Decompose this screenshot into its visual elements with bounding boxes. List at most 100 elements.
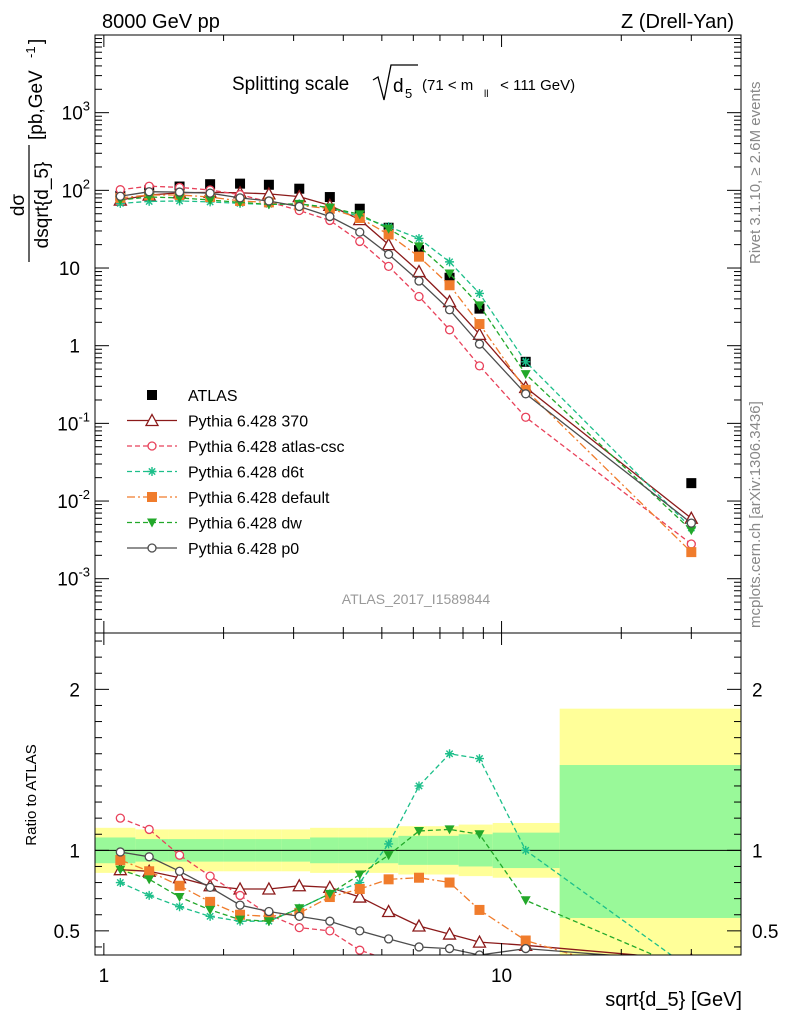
data-point [174,187,185,197]
data-point [235,178,246,189]
data-point [474,288,484,298]
y-tick-label: 103 [62,99,90,125]
data-point [414,233,424,243]
data-point [355,227,365,237]
ratio-series-pythia-6-428-dw [115,825,656,955]
data-point [235,193,245,203]
top-panel-series [113,178,699,558]
ratio-y-tick-label-right: 1 [752,841,763,862]
ratio-point [445,749,455,759]
ratio-point [235,915,246,925]
x-tick-label: 1 [99,966,110,987]
legend-label: Pythia 6.428 atlas-csc [188,439,345,456]
data-point [294,183,305,194]
legend-label: Pythia 6.428 p0 [188,541,299,558]
ratio-point [294,904,305,914]
ratio-y-tick-label: 0.5 [54,922,80,943]
ratio-point [474,904,485,915]
ratio-point [354,870,365,880]
data-point [355,236,365,247]
data-point [472,326,487,340]
data-point [474,339,485,349]
ylabel-units: [pb,GeV [26,70,47,140]
ratio-point [355,945,365,955]
ratio-point [174,893,185,903]
data-point [413,251,424,262]
title-sqrt-arg: d [393,76,404,97]
y-tick-label: 1 [69,337,80,358]
ratio-panel-series [113,749,696,985]
data-point [383,224,394,234]
ratio-point [292,878,307,892]
legend-marker [147,390,157,400]
ratio-point [355,926,365,936]
ratio-point [205,871,215,881]
data-point [174,193,185,203]
legend-item: Pythia 6.428 p0 [127,541,299,558]
data-point [324,192,335,203]
data-point [294,201,304,212]
ratio-point [411,918,427,932]
ratio-point [521,845,531,855]
x-tick-label: 10 [491,966,512,987]
ratio-point [144,866,155,877]
legend-label: Pythia 6.428 default [188,490,330,507]
ratio-point [115,847,125,857]
legend-marker [147,518,157,528]
ratio-series-pythia-6-428-p0 [115,847,617,955]
legend-marker [147,441,157,451]
data-point [520,370,531,380]
ratio-point [474,754,484,764]
band-green-bin [559,765,741,918]
ratio-point [381,904,396,918]
ratio-point [474,830,485,840]
title-main: Splitting scale [232,74,349,95]
title-range-b: < 111 GeV) [496,77,575,94]
legend-item: Pythia 6.428 atlas-csc [127,439,345,456]
ratio-point [144,824,154,835]
legend-item: Pythia 6.428 d6t [127,465,304,482]
ratio-point [261,881,276,895]
ratio-point [205,905,216,915]
ratio-point [522,977,530,985]
legend-label: Pythia 6.428 d6t [188,465,304,482]
y-tick-label: 10-3 [57,565,90,591]
legend-item: Pythia 6.428 370 [127,413,308,431]
ylabel-numerator: dσ [8,194,29,217]
ratio-point [385,956,393,964]
ratio-point [235,900,245,910]
ratio-point [205,896,216,907]
ratio-point [354,883,365,894]
ylabel-units-exp: -1 [23,46,38,58]
ylabel-units-close: ] [26,39,47,44]
data-point [686,518,696,528]
header-right: Z (Drell-Yan) [621,11,734,33]
data-point [144,187,154,197]
data-point [383,261,394,272]
ratio-point [263,917,274,927]
y-axis-label-top: dσ dsqrt{d_5} [pb,GeV -1 ] [8,39,53,262]
ratio-point [687,965,696,974]
data-point [686,478,697,489]
series-pythia-6-428-p0 [115,187,696,528]
ratio-point [115,813,125,823]
ratio-point [235,909,246,920]
data-point [444,325,455,335]
ratio-point [446,974,454,982]
ratio-point [355,878,365,888]
legend-label: Pythia 6.428 370 [188,414,308,431]
data-point [444,280,455,291]
data-point [205,179,216,190]
legend-marker [147,467,157,476]
ratio-point [174,866,185,876]
data-point [474,319,485,330]
y-tick-label: 10-2 [57,487,90,513]
header-left: 8000 GeV pp [102,11,220,33]
data-point [383,229,394,240]
mcplots-label: mcplots.cern.ch [arXiv:1306.3436] [747,401,764,628]
legend-item: Pythia 6.428 dw [127,516,302,533]
data-point [414,291,424,302]
y-axis-label-ratio: Ratio to ATLAS [23,744,40,845]
ratio-point [444,825,455,835]
